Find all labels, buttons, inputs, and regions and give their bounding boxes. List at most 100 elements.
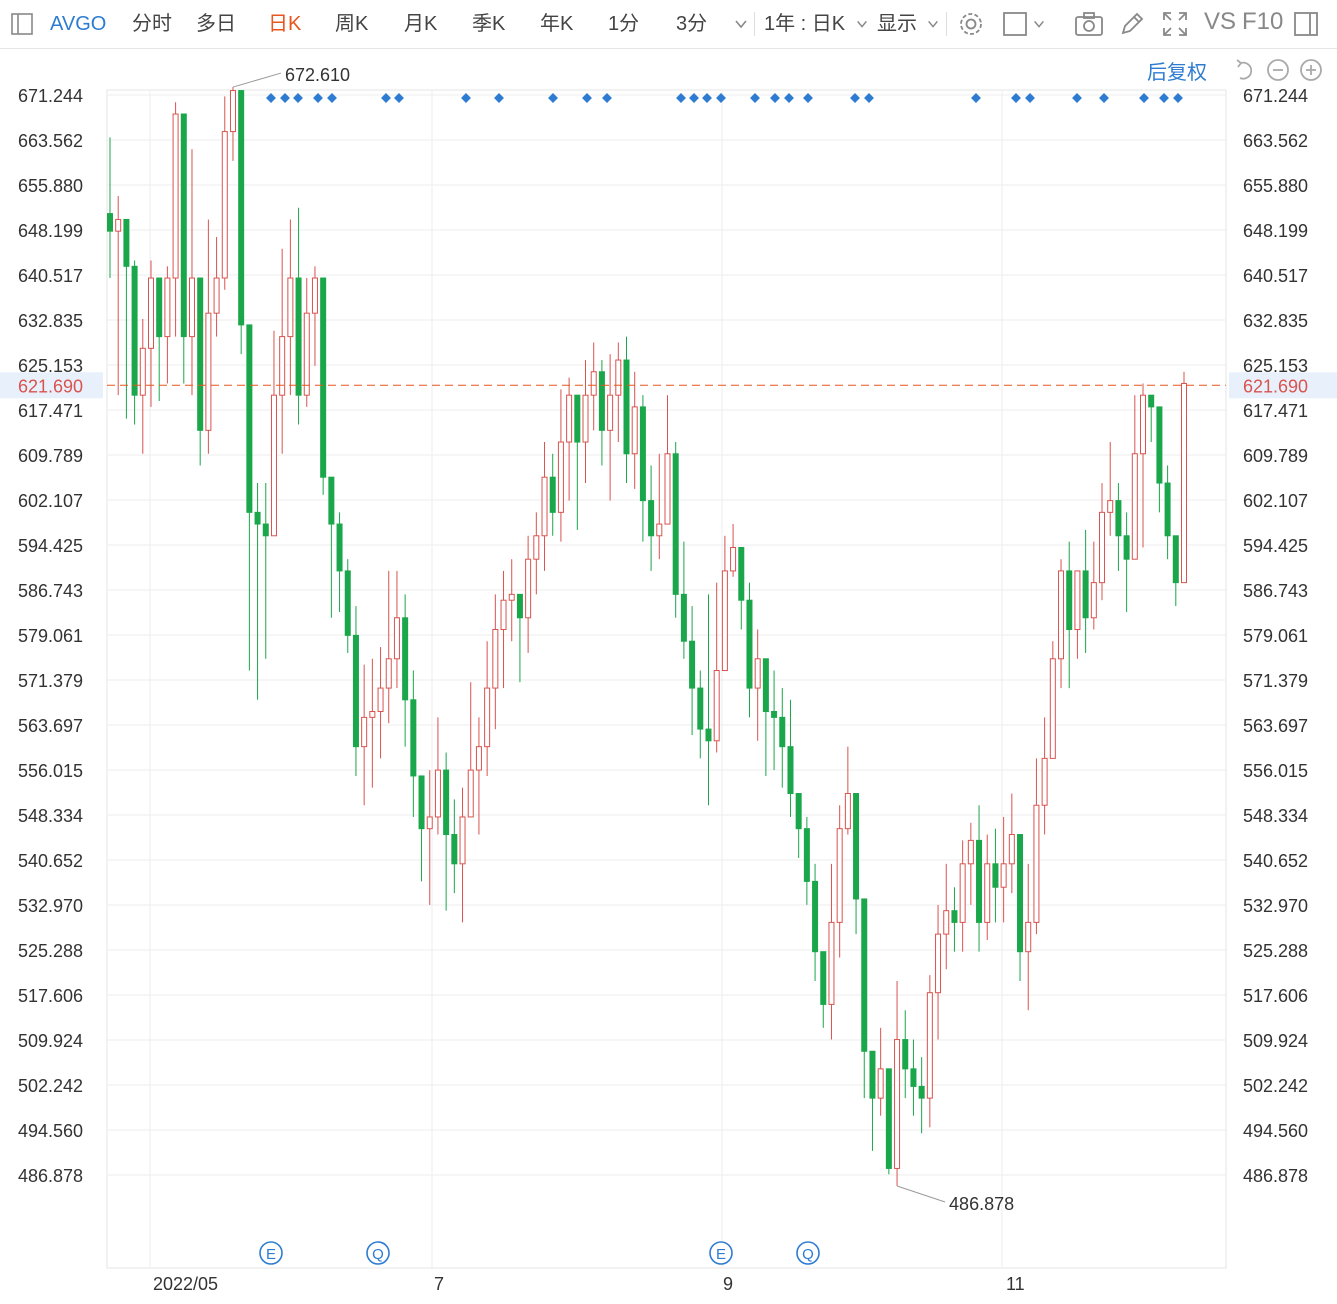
y-tick-label-left: 648.199: [18, 221, 83, 241]
event-marker-circle: [366, 1241, 390, 1265]
candle: [902, 1010, 909, 1099]
candle-body: [205, 312, 212, 431]
event-marker[interactable]: E: [259, 1241, 283, 1265]
candle-body: [910, 1068, 917, 1087]
max-leader-line: [232, 72, 282, 88]
candle: [787, 699, 794, 817]
display-chevron-icon[interactable]: [926, 10, 940, 38]
f10-button[interactable]: F10: [1242, 8, 1284, 35]
candle: [443, 752, 450, 911]
event-marker[interactable]: E: [709, 1241, 733, 1265]
tab-intraday[interactable]: 分时: [132, 13, 172, 35]
undo-icon[interactable]: [1233, 58, 1257, 82]
candle: [139, 319, 146, 454]
range-select[interactable]: 1年 : 日K: [764, 13, 846, 35]
event-marker[interactable]: Q: [796, 1241, 820, 1265]
zoom-in-icon[interactable]: [1299, 58, 1323, 82]
candle-body: [779, 716, 786, 748]
tab-daily-k[interactable]: 日K: [268, 13, 302, 35]
candle-body: [812, 880, 819, 953]
fullscreen-icon[interactable]: [1161, 10, 1189, 38]
y-tick-label-right: 532.970: [1243, 896, 1308, 916]
candle-body: [1066, 570, 1073, 630]
candle-body: [951, 910, 958, 923]
tab-multi-day[interactable]: 多日: [196, 13, 236, 35]
camera-icon[interactable]: [1074, 10, 1104, 38]
candle: [320, 277, 327, 495]
candle-body: [508, 593, 515, 601]
candle: [1000, 816, 1007, 923]
symbol-label[interactable]: AVGO: [50, 13, 107, 35]
candle-body: [1008, 834, 1015, 865]
candle: [549, 453, 556, 536]
tab-yearly-k[interactable]: 年K: [540, 13, 574, 35]
candle: [1140, 383, 1147, 548]
candle-body: [623, 359, 630, 455]
candle: [828, 863, 835, 1040]
candle: [1156, 406, 1163, 513]
tab-3min[interactable]: 3分: [676, 13, 708, 35]
candle-body: [992, 863, 999, 888]
candle-body: [787, 746, 794, 795]
display-menu[interactable]: 显示: [877, 13, 917, 35]
candlestick-chart[interactable]: 621.690 621.690 672.610 486.878 671.244 663.…: [0, 48, 1337, 1304]
candle: [1148, 394, 1155, 443]
y-tick-label-left: 602.107: [18, 491, 83, 511]
draw-pencil-icon[interactable]: [1119, 10, 1145, 38]
candle-body: [246, 324, 253, 513]
candle: [164, 266, 171, 384]
candle-body: [1074, 570, 1081, 630]
y-tick-label-left: 532.970: [18, 896, 83, 916]
side-panel-icon[interactable]: [1293, 10, 1319, 38]
tab-monthly-k[interactable]: 月K: [404, 13, 438, 35]
sidebar-toggle-icon[interactable]: [10, 10, 34, 38]
chart-style-square-icon[interactable]: [1002, 10, 1028, 38]
candle: [877, 1027, 884, 1116]
candle-body: [976, 839, 983, 923]
candle-body: [697, 687, 704, 730]
event-marker[interactable]: Q: [366, 1241, 390, 1265]
candle: [1090, 541, 1097, 630]
candle: [869, 1050, 876, 1151]
vs-compare-button[interactable]: VS: [1204, 8, 1237, 35]
candle-body: [320, 277, 327, 478]
tab-quarterly-k[interactable]: 季K: [472, 13, 506, 35]
y-tick-label-left: 609.789: [18, 446, 83, 466]
candle: [180, 113, 187, 384]
y-tick-label-right: 509.924: [1243, 1031, 1308, 1051]
candle: [607, 354, 614, 501]
x-tick-label: 11: [1006, 1274, 1025, 1294]
candle: [459, 787, 466, 923]
range-chevron-icon[interactable]: [855, 10, 869, 38]
candle-body: [1099, 511, 1106, 584]
candle: [500, 570, 507, 689]
y-tick-label-right: 640.517: [1243, 266, 1308, 286]
candle: [533, 512, 540, 595]
candle: [631, 371, 638, 489]
candle-body: [582, 394, 589, 443]
y-tick-label-left: 655.880: [18, 176, 83, 196]
signal-dot: [702, 93, 712, 103]
more-periods-chevron-icon[interactable]: [733, 10, 749, 38]
candle-body: [926, 992, 933, 1099]
event-marker-label: E: [716, 1246, 726, 1263]
candle: [1164, 465, 1171, 560]
candle-body: [877, 1068, 884, 1099]
candle: [713, 582, 720, 753]
tab-weekly-k[interactable]: 周K: [335, 13, 369, 35]
candle: [115, 196, 122, 396]
candle: [598, 360, 605, 466]
candle: [238, 90, 245, 355]
zoom-out-icon[interactable]: [1266, 58, 1290, 82]
candle-body: [656, 523, 663, 537]
candle-body: [885, 1068, 892, 1169]
candle: [680, 541, 687, 659]
chart-style-chevron-icon[interactable]: [1032, 10, 1046, 38]
y-tick-label-right: 586.743: [1243, 581, 1308, 601]
candle: [107, 137, 113, 279]
tab-1min[interactable]: 1分: [608, 13, 640, 35]
restore-adjust-button[interactable]: 后复权: [1147, 62, 1207, 84]
settings-gear-icon[interactable]: [957, 10, 985, 38]
candle-body: [598, 371, 605, 431]
